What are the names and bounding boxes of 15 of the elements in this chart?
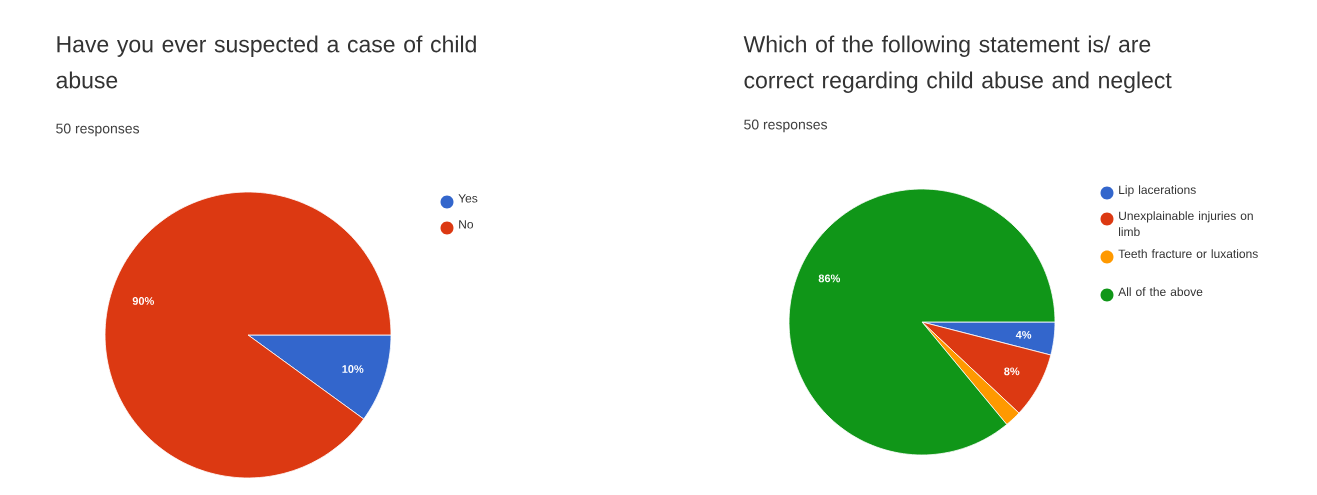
data-label: 4% — [1015, 330, 1032, 339]
legend-label: Lip lacerations — [1119, 185, 1196, 197]
data-label: 8% — [1004, 367, 1020, 376]
chart-subtitle: 50 responses — [56, 123, 140, 137]
chart-title: Have you ever suspected a case of child abuse — [56, 35, 476, 89]
data-label: 90% — [132, 297, 155, 305]
legend-label: No — [459, 220, 474, 229]
legend-label: Teeth fracture or luxations — [1118, 249, 1258, 258]
data-label: 86% — [818, 274, 841, 283]
chart-title: Which of the following statement is/ are correct regarding child abuse and neglect — [743, 35, 1172, 93]
legend-label: Unexplainable injuries on limb — [1119, 211, 1253, 236]
chart-subtitle: 50 responses — [744, 119, 828, 133]
legend-label: All of the above — [1118, 287, 1203, 296]
legend-label: Yes — [458, 194, 478, 203]
data-label: 10% — [342, 365, 364, 373]
